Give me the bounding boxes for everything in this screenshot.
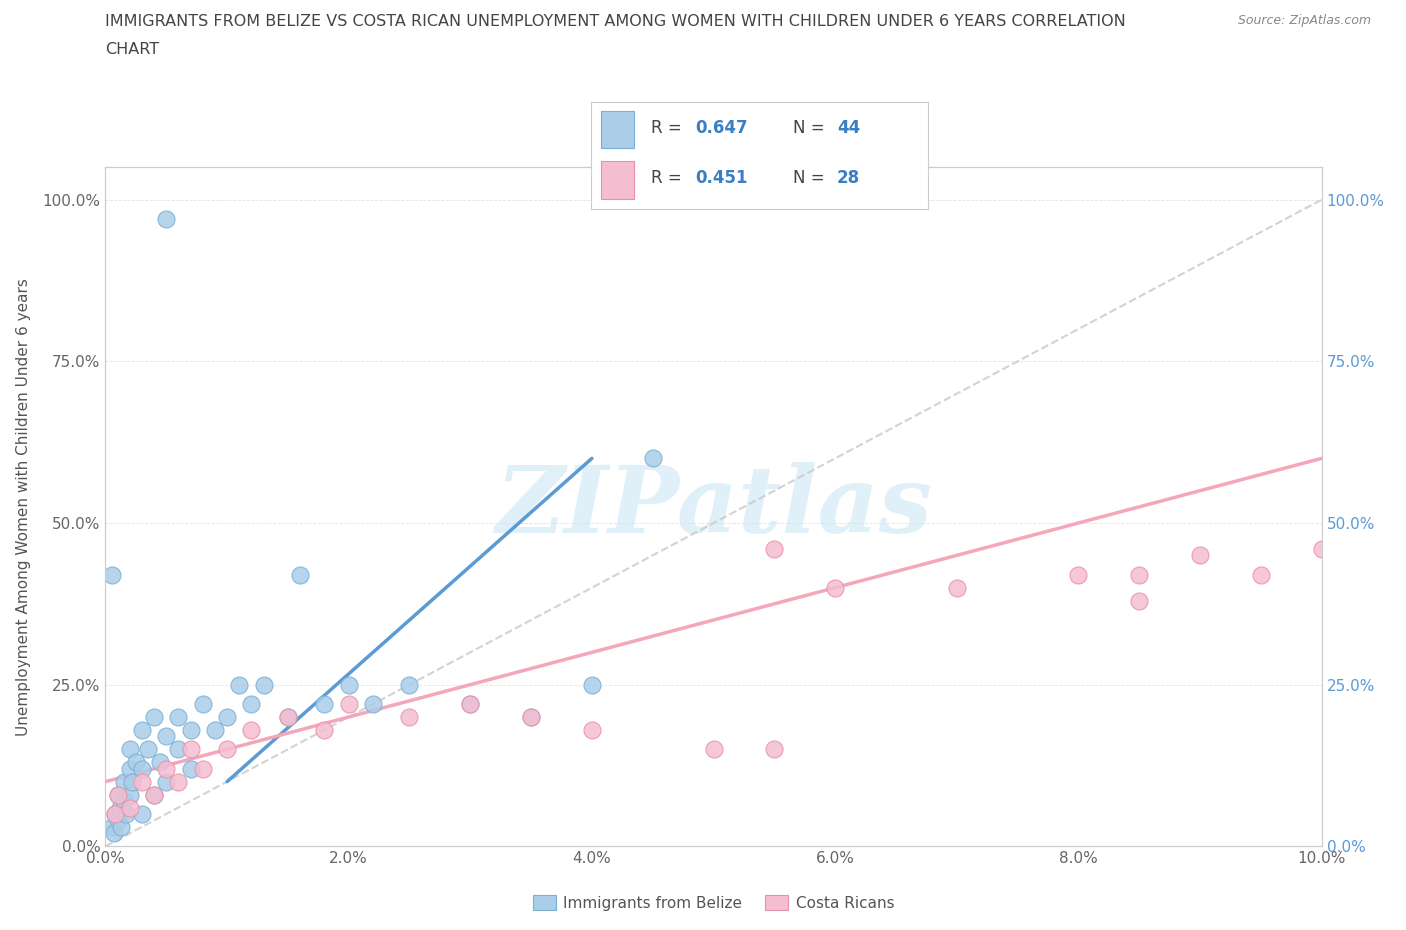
Text: ZIPatlas: ZIPatlas [495, 462, 932, 551]
Point [107, 787, 129, 802]
Text: N =: N = [793, 119, 830, 137]
Point [252, 677, 274, 692]
Point [191, 762, 214, 777]
Text: R =: R = [651, 169, 688, 187]
Point [155, 762, 177, 777]
Point [824, 580, 846, 595]
Point [118, 762, 141, 777]
Point [125, 755, 148, 770]
Point [1128, 593, 1150, 608]
Point [398, 677, 420, 692]
Point [240, 697, 263, 711]
Text: IMMIGRANTS FROM BELIZE VS COSTA RICAN UNEMPLOYMENT AMONG WOMEN WITH CHILDREN UND: IMMIGRANTS FROM BELIZE VS COSTA RICAN UN… [105, 14, 1126, 29]
Point [104, 806, 127, 821]
Point [118, 742, 141, 757]
Point [277, 710, 299, 724]
Point [155, 774, 177, 789]
Point [288, 567, 311, 582]
Point [167, 742, 190, 757]
Point [115, 806, 138, 821]
Point [180, 762, 202, 777]
Text: R =: R = [651, 119, 688, 137]
Point [131, 774, 153, 789]
Point [136, 742, 159, 757]
Point [155, 729, 177, 744]
Point [131, 806, 153, 821]
Text: 28: 28 [837, 169, 860, 187]
Point [1188, 548, 1211, 563]
Point [167, 774, 190, 789]
Point [277, 710, 299, 724]
Point [108, 800, 131, 815]
Point [180, 742, 202, 757]
Point [100, 567, 122, 582]
Point [104, 806, 127, 821]
Point [204, 723, 226, 737]
Point [240, 723, 263, 737]
Point [112, 774, 135, 789]
Point [131, 723, 153, 737]
Text: CHART: CHART [105, 42, 159, 57]
Legend: Immigrants from Belize, Costa Ricans: Immigrants from Belize, Costa Ricans [527, 888, 900, 917]
Point [314, 697, 336, 711]
Point [167, 710, 190, 724]
Point [100, 819, 122, 834]
Point [520, 710, 543, 724]
Point [118, 800, 141, 815]
Point [458, 697, 481, 711]
Point [581, 677, 603, 692]
Point [143, 710, 166, 724]
Point [337, 677, 360, 692]
Point [1250, 567, 1272, 582]
Text: 0.647: 0.647 [695, 119, 748, 137]
Point [118, 787, 141, 802]
Point [763, 541, 786, 556]
FancyBboxPatch shape [600, 161, 634, 199]
Point [314, 723, 336, 737]
Point [121, 774, 143, 789]
Point [112, 793, 135, 808]
Point [131, 762, 153, 777]
Point [180, 723, 202, 737]
Point [107, 813, 129, 828]
Point [155, 212, 177, 227]
Y-axis label: Unemployment Among Women with Children Under 6 years: Unemployment Among Women with Children U… [17, 278, 31, 736]
Point [1067, 567, 1090, 582]
Point [191, 697, 214, 711]
Point [702, 742, 725, 757]
Point [361, 697, 384, 711]
Point [520, 710, 543, 724]
Point [143, 787, 166, 802]
Text: 0.451: 0.451 [695, 169, 748, 187]
Point [458, 697, 481, 711]
Point [1310, 541, 1333, 556]
Point [945, 580, 967, 595]
Point [143, 787, 166, 802]
Point [228, 677, 250, 692]
Point [763, 742, 786, 757]
Point [641, 451, 664, 466]
Text: N =: N = [793, 169, 830, 187]
Point [337, 697, 360, 711]
Text: 44: 44 [837, 119, 860, 137]
Point [149, 755, 172, 770]
Point [581, 723, 603, 737]
Point [107, 787, 129, 802]
Point [398, 710, 420, 724]
FancyBboxPatch shape [600, 111, 634, 148]
Point [217, 742, 239, 757]
Text: Source: ZipAtlas.com: Source: ZipAtlas.com [1237, 14, 1371, 27]
Point [110, 819, 132, 834]
Point [217, 710, 239, 724]
Point [1128, 567, 1150, 582]
Point [103, 826, 125, 841]
